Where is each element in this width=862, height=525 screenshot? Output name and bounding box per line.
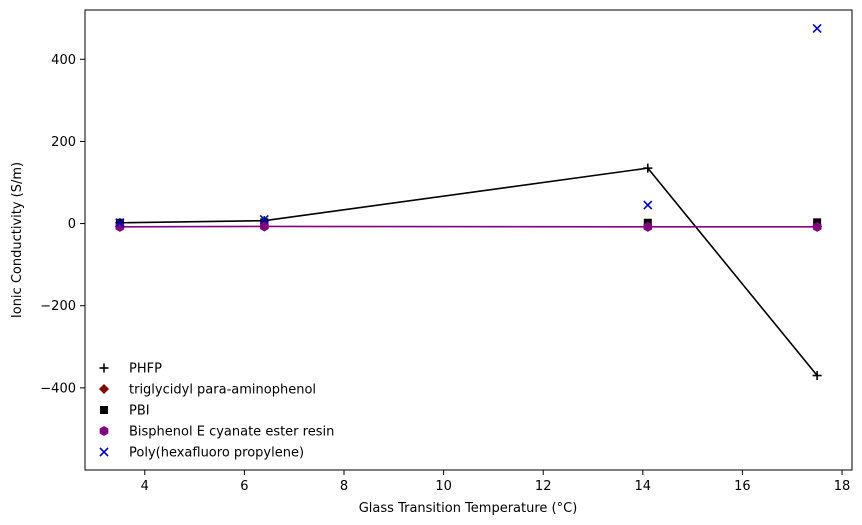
data-point <box>259 221 269 232</box>
legend-entry: Bisphenol E cyanate ester resin <box>99 425 334 440</box>
legend-label: Bisphenol E cyanate ester resin <box>129 425 334 440</box>
data-point <box>259 214 269 225</box>
y-axis-label: Ionic Conductivity (S/m) <box>10 162 25 318</box>
legend-label: Poly(hexafluoro propylene) <box>129 446 304 461</box>
y-tick-label: 0 <box>68 217 76 232</box>
x-tick-label: 12 <box>535 479 552 494</box>
legend-entry: PBI <box>100 404 150 419</box>
x-tick-label: 4 <box>141 479 149 494</box>
axes-layer: 4 6 8 10 12 14 16 18 −400 −200 0 200 400 <box>40 53 850 494</box>
data-point <box>643 200 653 210</box>
series-4 <box>115 23 822 228</box>
data-point <box>643 163 653 173</box>
x-axis-label: Glass Transition Temperature (°C) <box>359 501 578 516</box>
legend-label: triglycidyl para-aminophenol <box>129 383 316 398</box>
legend: PHFP triglycidyl para-aminophenol PBI Bisph… <box>99 362 334 461</box>
x-tick-label: 14 <box>635 479 652 494</box>
legend-marker <box>99 363 109 373</box>
data-point <box>812 371 822 381</box>
legend-marker <box>99 447 109 457</box>
legend-label: PHFP <box>129 362 162 377</box>
data-point <box>643 221 653 232</box>
x-tick-label: 10 <box>435 479 452 494</box>
data-point <box>812 23 822 34</box>
series-3 <box>115 221 822 232</box>
series-line <box>119 167 818 377</box>
plot-frame <box>84 9 853 471</box>
y-tick-label: 400 <box>51 53 76 68</box>
legend-entry: PHFP <box>99 362 162 377</box>
legend-entry: Poly(hexafluoro propylene) <box>99 446 304 461</box>
x-tick-label: 16 <box>734 479 751 494</box>
plot-background <box>85 10 852 470</box>
plot-layer <box>114 23 823 381</box>
x-tick-label: 18 <box>834 479 851 494</box>
y-tick-label: −200 <box>40 299 76 314</box>
y-tick-label: −400 <box>40 381 76 396</box>
data-point <box>812 221 822 232</box>
legend-entry: triglycidyl para-aminophenol <box>99 383 316 398</box>
legend-marker <box>99 384 109 394</box>
data-point <box>115 218 125 228</box>
x-tick-label: 6 <box>240 479 248 494</box>
legend-label: PBI <box>129 404 150 419</box>
x-tick-label: 8 <box>340 479 348 494</box>
y-tick-label: 200 <box>51 135 76 150</box>
legend-marker <box>100 406 108 414</box>
legend-marker <box>99 426 109 436</box>
